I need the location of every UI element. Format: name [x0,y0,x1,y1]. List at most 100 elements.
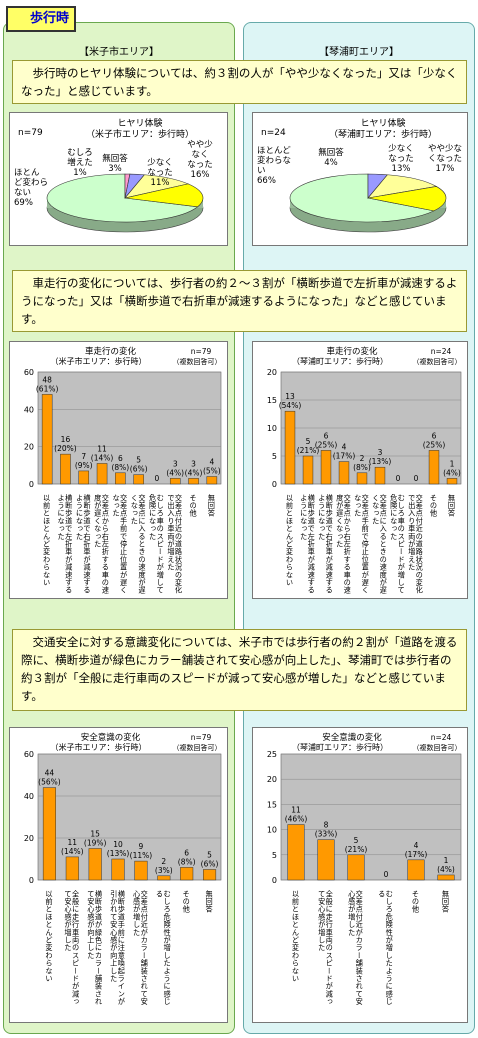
sample-size: n=24 [431,347,452,356]
x-tick-label: ようになった [300,494,309,540]
slice-pct: 16% [191,170,210,180]
bar-chart-safety-kotoura: 安全意識の変化 （琴浦町エリア：歩行時） n=24 （複数回答可） 0 5 10 15 20 25… [252,727,468,1023]
data-label: 6 [118,454,123,463]
pie-slice [367,174,438,199]
data-label-pct: (9%) [75,461,93,470]
x-tick-label: 無回答 [207,493,216,517]
x-tick-label: 危険になった [148,493,157,540]
bar [302,455,314,485]
data-label-pct: (13%) [107,849,130,858]
pie-chart-kotoura: ヒヤリ体験 （琴浦町エリア：歩行時） n=24 ほとんど 変わらない 66% 無回答 4% 少な… [252,112,468,246]
data-label: 11 [97,444,107,453]
sample-size: n=79 [191,733,212,742]
data-label: 0 [396,474,401,483]
y-tick-label: 20 [24,834,34,843]
data-label: 0 [155,474,160,483]
data-label-pct: (56%) [38,778,61,787]
data-label-pct: (46%) [285,815,308,824]
x-tick-label: て安心感が増した [318,890,327,952]
data-label-pct: (20%) [54,444,77,453]
chart-title: ヒヤリ体験 [117,117,162,129]
slice-label: 無回答 [318,147,344,158]
x-tick-label: 度が遅くなった [336,493,345,548]
bar [338,461,350,485]
y-tick-label: 5 [272,452,277,461]
chart-note: （複数回答可） [413,743,462,752]
y-tick-label: 20 [267,368,277,377]
x-tick-label: 交差点付近がカラー舗装されて安 [355,889,364,1006]
x-tick-label: むしろ車のスピードが増して [156,494,165,594]
chart-subtitle: （琴浦町エリア：歩行時） [329,128,437,140]
x-tick-label: で出入り車両が増えた [408,494,417,571]
bar [407,859,425,881]
y-tick-label: 60 [24,750,34,759]
data-label-pct: (6%) [130,465,148,474]
bar [347,854,365,881]
bar-chart-car-kotoura: 車走行の変化 （琴浦町エリア：歩行時） n=24 （複数回答可） 0 5 10 15 20 13(… [252,341,468,599]
data-label: 1 [450,459,455,468]
slice-label: くなった [428,154,462,164]
data-label-pct: (14%) [61,847,84,856]
data-label-pct: (13%) [369,457,392,466]
slice-pct: 17% [436,164,455,174]
data-label-pct: (25%) [315,440,338,449]
bar [42,787,56,881]
x-tick-label: る [378,890,387,898]
slice-label: なく [191,150,208,160]
x-tick-label: 以前とほとんど変わらない [286,494,295,586]
data-label: 8 [324,821,329,830]
chart-title: ヒヤリ体験 [360,117,405,129]
data-label: 1 [444,856,449,865]
plot-area [280,753,462,881]
data-label-pct: (19%) [84,839,107,848]
slice-label: やや少 [187,140,213,150]
sample-size: n=24 [431,733,452,742]
data-label-pct: (5%) [203,467,221,476]
x-tick-label: 度が遅くなった [94,493,103,548]
data-label-pct: (11%) [130,851,153,860]
y-tick-label: 5 [272,851,277,860]
chart-subtitle: （米子市エリア：歩行時） [51,356,147,366]
x-tick-label: 横断歩道手前に注意喚起ラインが [117,889,126,1005]
area-label-yonago: 【米子市エリア】 [79,47,159,58]
slice-label: やや少な [428,144,462,154]
slice-label: ほとんど [257,146,291,156]
chart-title: 車走行の変化 [85,346,137,357]
x-tick-label: 交差点に入るときの速度が遅 [379,493,388,594]
data-label: 0 [414,474,419,483]
x-tick-label: 横断歩道で左折車が減速する [65,493,74,594]
y-tick-label: 0 [272,480,277,489]
slice-label: い [257,166,266,176]
slice-pct: 11% [151,178,170,188]
x-tick-label: その他 [430,494,439,518]
section-tag: 歩行時 [6,6,76,32]
data-label: 4 [209,458,214,467]
x-tick-label: て安心感が増した [64,890,73,952]
x-tick-label: 交差点付近の道路状況の変化 [175,493,184,594]
data-label: 13 [285,392,295,401]
data-label: 0 [384,870,389,879]
bar [111,858,125,881]
data-label: 16 [61,435,71,444]
pie-slice [367,186,447,212]
y-tick-label: 40 [24,405,34,414]
data-label-pct: (8%) [111,463,129,472]
slice-label: ど変わら [14,177,48,188]
slice-label: なった [187,160,213,170]
data-label-pct: (4%) [166,468,184,477]
x-tick-label: 交差点から右左折する車の速 [343,493,352,594]
slice-label: ほとん [14,168,40,178]
y-tick-label: 20 [267,775,277,784]
data-label: 6 [324,431,329,440]
bar [96,463,108,485]
slice-pct: 3% [108,164,122,174]
data-label: 5 [207,851,212,860]
sample-size: n=79 [191,347,212,356]
chart-note: （複数回答可） [413,357,462,366]
bar [65,856,79,881]
sample-size: n=24 [261,128,286,138]
sample-size: n=79 [18,128,43,138]
x-tick-label: その他 [412,890,421,914]
x-tick-label: むしろ危険性が増したように感じ [385,890,394,1006]
slice-label: 無回答 [102,153,128,164]
